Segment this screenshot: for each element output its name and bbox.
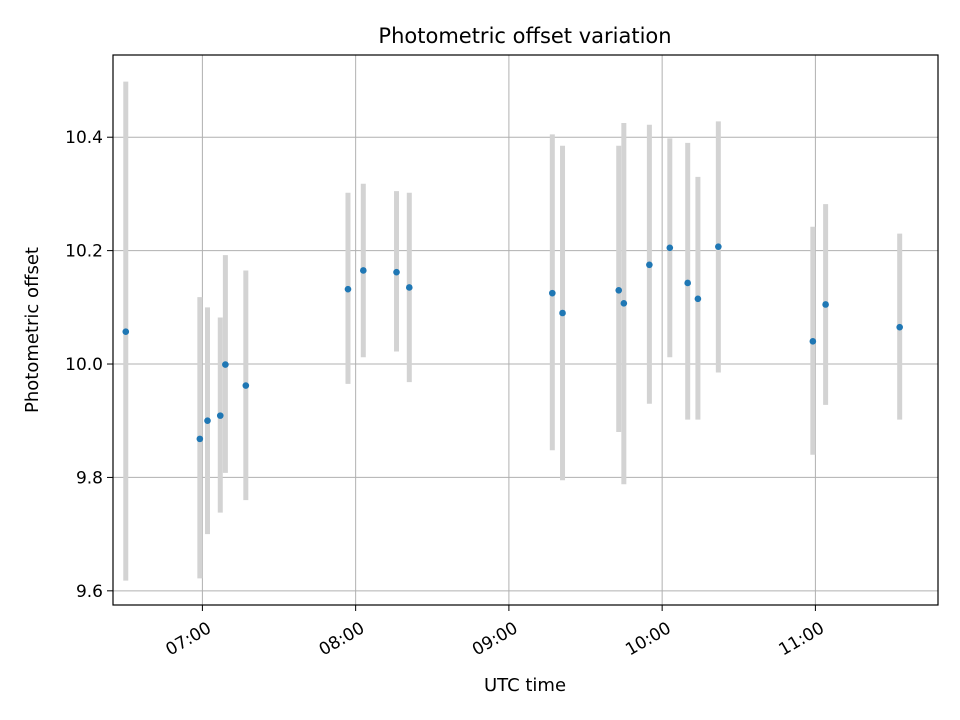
data-point xyxy=(715,243,722,250)
data-point xyxy=(360,267,367,274)
data-point xyxy=(122,328,130,336)
x-axis-label: UTC time xyxy=(484,675,566,696)
data-point xyxy=(222,361,229,368)
data-point xyxy=(393,268,400,276)
plot-frame xyxy=(112,54,939,606)
chart-title: Photometric offset variation xyxy=(378,24,671,48)
data-point xyxy=(620,300,628,307)
data-point xyxy=(896,323,903,331)
y-tick-label: 10.2 xyxy=(65,242,103,262)
y-tick-label: 9.8 xyxy=(76,468,103,488)
data-point xyxy=(666,244,674,252)
data-point xyxy=(559,309,566,317)
data-point xyxy=(646,261,653,269)
data-point xyxy=(822,301,829,308)
x-grid xyxy=(201,55,816,605)
y-ticks: 9.6 9.8 10.0 10.2 10.4 xyxy=(65,128,113,602)
data-point xyxy=(405,284,413,291)
data-point xyxy=(809,338,817,345)
plot-area xyxy=(113,55,938,605)
data-point xyxy=(196,435,204,443)
y-axis-label: Photometric offset xyxy=(22,247,43,413)
data-point xyxy=(204,417,211,425)
data-point xyxy=(615,287,623,294)
y-grid xyxy=(113,136,938,592)
data-point xyxy=(216,412,224,419)
y-tick-label: 9.6 xyxy=(76,582,103,602)
data-point xyxy=(344,285,352,293)
y-tick-label: 10.0 xyxy=(65,355,103,375)
data-point xyxy=(242,382,250,389)
data-point xyxy=(684,279,691,287)
data-point xyxy=(549,289,556,297)
data-point xyxy=(694,295,702,303)
y-tick-label: 10.4 xyxy=(65,128,103,148)
data-points xyxy=(122,243,903,443)
